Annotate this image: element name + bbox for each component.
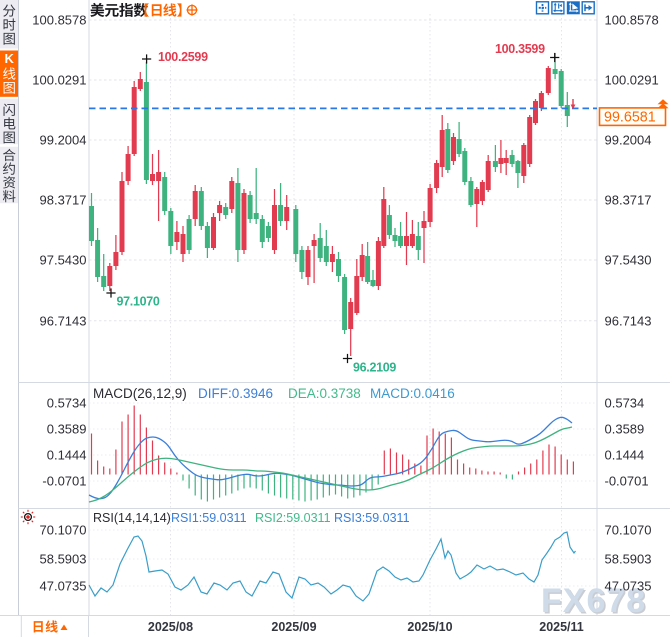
svg-text:FX678: FX678	[543, 584, 648, 622]
svg-text:100.3599: 100.3599	[495, 42, 545, 56]
svg-text:MACD(26,12,9): MACD(26,12,9)	[93, 386, 187, 401]
svg-text:99.2004: 99.2004	[605, 133, 652, 148]
svg-text:MACD:0.0416: MACD:0.0416	[370, 386, 455, 401]
svg-text:98.3717: 98.3717	[40, 193, 87, 208]
svg-text:99.2004: 99.2004	[40, 133, 87, 148]
svg-text:0.3589: 0.3589	[47, 422, 87, 437]
svg-text:100.0291: 100.0291	[32, 73, 86, 88]
svg-text:0.5734: 0.5734	[47, 396, 87, 411]
svg-text:96.7143: 96.7143	[40, 313, 87, 328]
svg-text:0.3589: 0.3589	[605, 422, 645, 437]
svg-text:DEA:0.3738: DEA:0.3738	[288, 386, 361, 401]
svg-text:96.7143: 96.7143	[605, 313, 652, 328]
svg-text:2025/09: 2025/09	[271, 620, 316, 634]
svg-text:K: K	[5, 51, 15, 66]
svg-text:97.5430: 97.5430	[40, 253, 87, 268]
svg-text:100.2599: 100.2599	[158, 50, 208, 64]
svg-text:RSI(14,14,14): RSI(14,14,14)	[93, 511, 171, 525]
svg-text:-0.0701: -0.0701	[42, 474, 86, 489]
svg-text:70.1070: 70.1070	[605, 523, 652, 538]
svg-text:2025/11: 2025/11	[539, 620, 584, 634]
svg-text:97.1070: 97.1070	[117, 295, 160, 309]
svg-text:100.8578: 100.8578	[32, 13, 86, 28]
svg-text:98.3717: 98.3717	[605, 193, 652, 208]
svg-text:RSI1:59.0311: RSI1:59.0311	[171, 511, 247, 525]
svg-text:58.5903: 58.5903	[605, 552, 652, 567]
svg-text:100.0291: 100.0291	[605, 73, 659, 88]
svg-text:58.5903: 58.5903	[40, 552, 87, 567]
svg-text:47.0735: 47.0735	[40, 579, 87, 594]
svg-text:-0.0701: -0.0701	[605, 474, 649, 489]
svg-text:96.2109: 96.2109	[353, 361, 396, 375]
svg-text:0.1444: 0.1444	[47, 448, 87, 463]
svg-text:99.6581: 99.6581	[604, 109, 656, 125]
svg-text:RSI3:59.0311: RSI3:59.0311	[334, 511, 410, 525]
svg-text:0.5734: 0.5734	[605, 396, 645, 411]
svg-text:RSI2:59.0311: RSI2:59.0311	[255, 511, 331, 525]
svg-text:47.0735: 47.0735	[605, 579, 652, 594]
svg-text:FX678: FX678	[541, 582, 646, 620]
svg-text:2025/08: 2025/08	[148, 620, 193, 634]
svg-text:0.1444: 0.1444	[605, 448, 645, 463]
svg-text:DIFF:0.3946: DIFF:0.3946	[198, 386, 273, 401]
svg-text:97.5430: 97.5430	[605, 253, 652, 268]
svg-text:70.1070: 70.1070	[40, 523, 87, 538]
svg-text:100.8578: 100.8578	[605, 13, 659, 28]
svg-text:2025/10: 2025/10	[407, 620, 452, 634]
